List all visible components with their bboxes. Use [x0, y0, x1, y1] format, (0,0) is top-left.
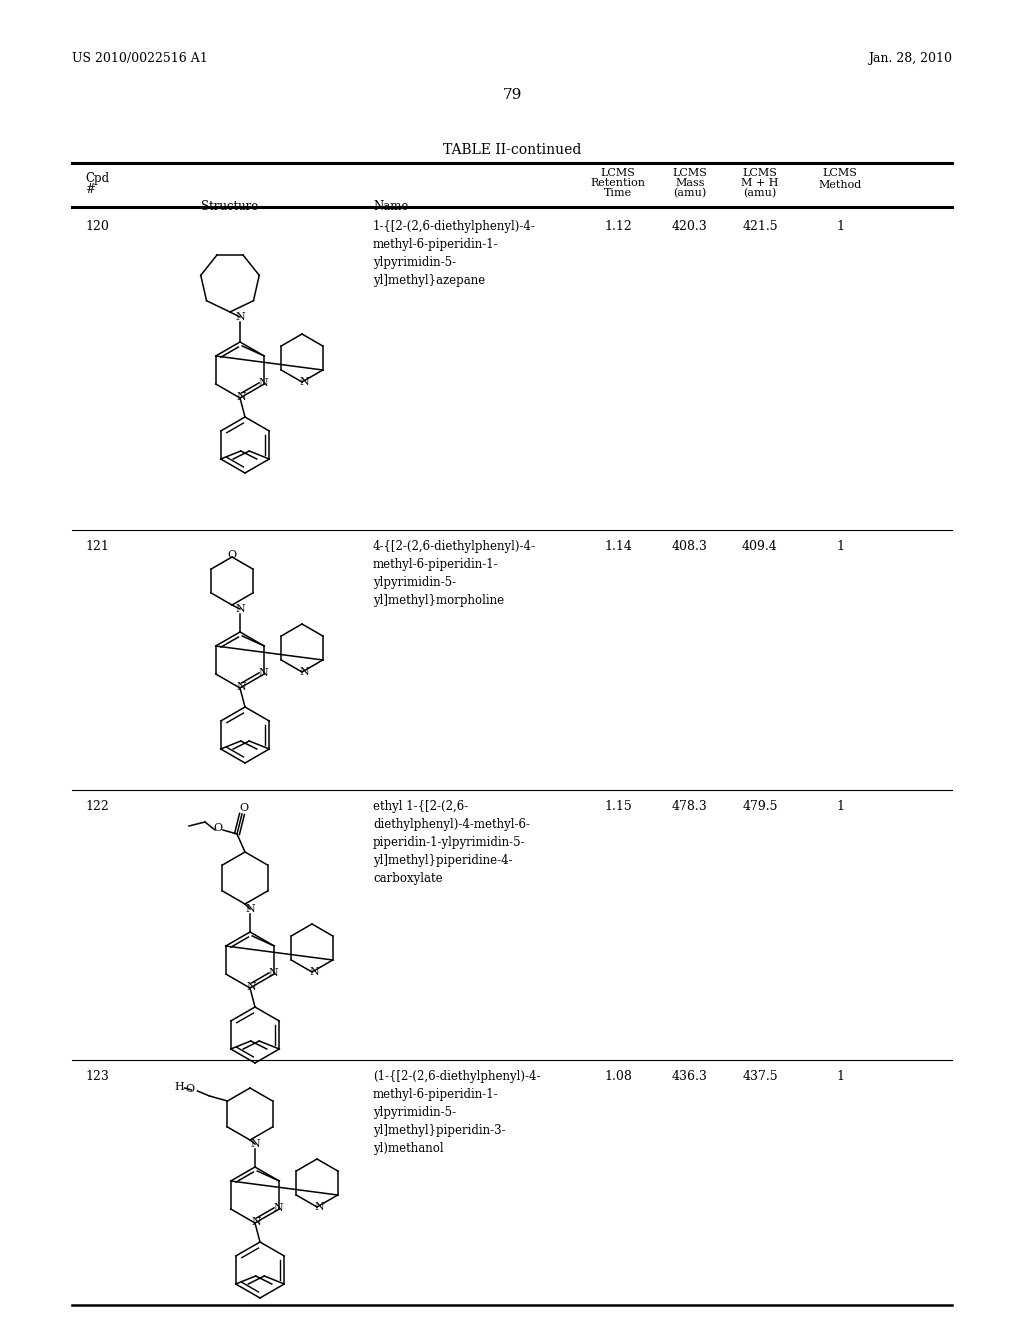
Text: 409.4: 409.4	[742, 540, 778, 553]
Text: N: N	[237, 392, 246, 403]
Text: 1: 1	[836, 220, 844, 234]
Text: N: N	[314, 1203, 324, 1212]
Text: ethyl 1-{[2-(2,6-
diethylphenyl)-4-methyl-6-
piperidin-1-ylpyrimidin-5-
yl]methy: ethyl 1-{[2-(2,6- diethylphenyl)-4-methy…	[373, 800, 530, 884]
Text: LCMS: LCMS	[673, 168, 708, 178]
Text: 420.3: 420.3	[672, 220, 708, 234]
Text: (amu): (amu)	[743, 187, 776, 198]
Text: 1: 1	[836, 540, 844, 553]
Text: 479.5: 479.5	[742, 800, 778, 813]
Text: N: N	[237, 682, 246, 692]
Text: N: N	[236, 605, 245, 614]
Text: O: O	[213, 822, 222, 833]
Text: 121: 121	[85, 540, 109, 553]
Text: O: O	[240, 803, 249, 813]
Text: LCMS: LCMS	[822, 168, 857, 178]
Text: N: N	[309, 968, 318, 977]
Text: Time: Time	[604, 187, 632, 198]
Text: 1: 1	[836, 1071, 844, 1082]
Text: Mass: Mass	[675, 178, 705, 187]
Text: (amu): (amu)	[674, 187, 707, 198]
Text: Cpd: Cpd	[85, 172, 110, 185]
Text: 1-{[2-(2,6-diethylphenyl)-4-
methyl-6-piperidin-1-
ylpyrimidin-5-
yl]methyl}azep: 1-{[2-(2,6-diethylphenyl)-4- methyl-6-pi…	[373, 220, 536, 286]
Text: 436.3: 436.3	[672, 1071, 708, 1082]
Text: Name: Name	[373, 201, 409, 213]
Text: N: N	[258, 378, 268, 388]
Text: 1.15: 1.15	[604, 800, 632, 813]
Text: (1-{[2-(2,6-diethylphenyl)-4-
methyl-6-piperidin-1-
ylpyrimidin-5-
yl]methyl}pip: (1-{[2-(2,6-diethylphenyl)-4- methyl-6-p…	[373, 1071, 541, 1155]
Text: 1.08: 1.08	[604, 1071, 632, 1082]
Text: M + H: M + H	[741, 178, 778, 187]
Text: LCMS: LCMS	[600, 168, 636, 178]
Text: N: N	[299, 378, 309, 387]
Text: N: N	[250, 1139, 260, 1148]
Text: N: N	[258, 668, 268, 678]
Text: N: N	[273, 1203, 283, 1213]
Text: O: O	[185, 1084, 194, 1094]
Text: 1: 1	[836, 800, 844, 813]
Text: N: N	[268, 968, 279, 978]
Text: 1.12: 1.12	[604, 220, 632, 234]
Text: 478.3: 478.3	[672, 800, 708, 813]
Text: N: N	[251, 1217, 261, 1228]
Text: 122: 122	[85, 800, 109, 813]
Text: H: H	[175, 1082, 184, 1092]
Text: Structure: Structure	[202, 201, 259, 213]
Text: N: N	[299, 667, 309, 677]
Text: 421.5: 421.5	[742, 220, 778, 234]
Text: 123: 123	[85, 1071, 109, 1082]
Text: 437.5: 437.5	[742, 1071, 778, 1082]
Text: N: N	[236, 312, 245, 322]
Text: 408.3: 408.3	[672, 540, 708, 553]
Text: 4-{[2-(2,6-diethylphenyl)-4-
methyl-6-piperidin-1-
ylpyrimidin-5-
yl]methyl}morp: 4-{[2-(2,6-diethylphenyl)-4- methyl-6-pi…	[373, 540, 536, 607]
Text: 120: 120	[85, 220, 109, 234]
Text: 79: 79	[503, 88, 521, 102]
Text: Retention: Retention	[591, 178, 645, 187]
Text: #: #	[85, 183, 95, 195]
Text: TABLE II-continued: TABLE II-continued	[442, 143, 582, 157]
Text: LCMS: LCMS	[742, 168, 777, 178]
Text: O: O	[227, 550, 237, 560]
Text: 1.14: 1.14	[604, 540, 632, 553]
Text: US 2010/0022516 A1: US 2010/0022516 A1	[72, 51, 208, 65]
Text: Method: Method	[818, 180, 861, 190]
Text: N: N	[245, 904, 255, 913]
Text: Jan. 28, 2010: Jan. 28, 2010	[868, 51, 952, 65]
Text: N: N	[246, 982, 256, 993]
